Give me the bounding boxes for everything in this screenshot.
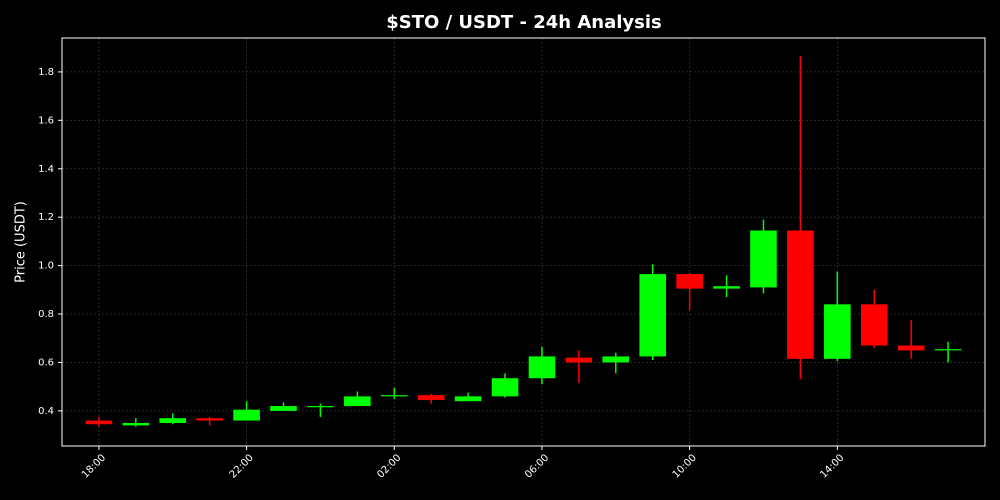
y-tick-label: 1.4 [38,164,54,175]
candle-body [897,345,925,351]
candle-body [787,230,814,359]
y-tick-label: 0.6 [38,357,54,368]
candle-body [860,304,888,346]
candle-body [344,396,371,407]
candle-body [122,422,150,426]
candle-body [380,395,408,397]
candle-body [307,406,334,408]
candle-body [491,378,519,397]
candle-body [934,349,962,351]
candle-body [233,409,260,421]
candle-body [196,418,223,421]
candle-body [824,304,851,359]
candle-body [639,274,667,357]
candle-body [85,420,113,425]
candle-body [750,230,777,288]
y-tick-label: 1.2 [38,212,54,223]
y-tick-label: 1.6 [38,115,54,126]
y-tick-label: 0.8 [38,309,54,320]
candle-body [602,356,630,363]
candle-body [417,395,445,400]
candle-body [713,286,740,289]
candle-body [565,357,593,363]
candle-body [270,406,297,411]
candle-body [528,356,556,379]
y-tick-label: 0.4 [38,406,54,417]
candle-body [676,274,703,289]
plot-frame [61,37,986,447]
candle-body [454,396,482,402]
chart-title: $STO / USDT - 24h Analysis [386,12,662,33]
y-tick-label: 1.8 [38,67,54,78]
y-tick-label: 1.0 [38,261,54,272]
y-axis-label: Price (USDT) [14,201,29,283]
candle-body [159,418,187,423]
